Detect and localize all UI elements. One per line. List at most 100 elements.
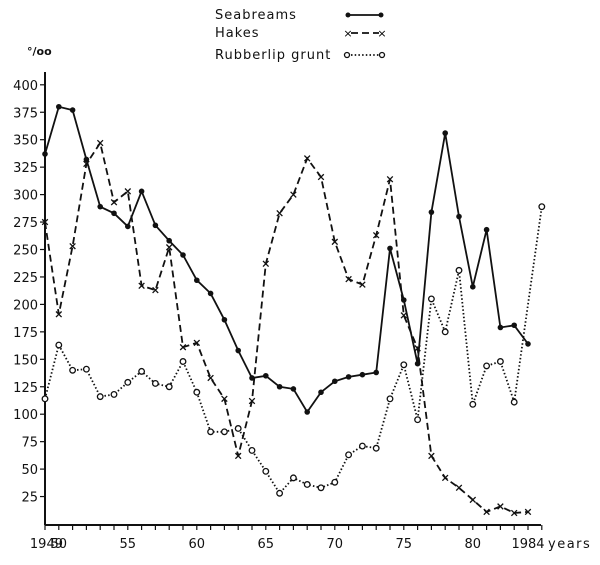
circle-marker-icon — [262, 467, 270, 475]
circle-marker-icon — [193, 388, 201, 396]
y-tick-label: 150 — [13, 353, 38, 368]
circle-marker-icon — [455, 266, 463, 274]
y-tick-label: 200 — [13, 298, 38, 313]
dot-marker-icon — [442, 130, 449, 136]
x-marker-icon — [469, 496, 477, 504]
dot-marker-icon — [456, 213, 462, 220]
x-marker-icon — [317, 173, 325, 181]
dot-marker-icon — [125, 223, 131, 230]
dot-marker-icon — [83, 156, 90, 163]
x-marker-icon — [179, 343, 187, 351]
dot-marker-icon — [387, 245, 393, 252]
x-marker-icon — [290, 191, 297, 198]
circle-marker-icon — [441, 328, 449, 336]
circle-marker-icon — [427, 295, 435, 303]
x-tick-label: 70 — [327, 537, 344, 552]
circle-marker-icon — [220, 428, 228, 436]
x-marker-icon: × — [377, 27, 386, 40]
x-tick-label: 1984 — [511, 537, 544, 552]
x-marker-icon — [455, 484, 463, 492]
dot-marker-icon — [207, 290, 214, 297]
circle-marker-icon — [151, 380, 159, 387]
y-tick-label: 75 — [21, 436, 38, 451]
y-tick-label: 300 — [13, 189, 38, 204]
circle-marker-icon — [82, 365, 90, 373]
y-axis-ticks: 25 50 75 100 125 150 175 200 225 250 275 300 325 350 3… — [13, 79, 45, 506]
x-marker-icon — [83, 160, 90, 168]
legend: Seabreams Hakes × × Rubberlip grunt — [215, 8, 387, 63]
x-marker-icon — [234, 452, 242, 460]
circle-marker-icon — [55, 341, 63, 349]
y-tick-label: 275 — [13, 216, 38, 231]
circle-marker-icon — [331, 478, 339, 486]
y-tick-label: 25 — [21, 491, 38, 506]
x-marker-icon — [441, 474, 449, 482]
y-axis-unit-label: °/oo — [27, 45, 52, 58]
x-axis-unit-label: years — [548, 537, 591, 552]
dot-marker-icon — [97, 203, 103, 210]
x-marker-icon — [96, 139, 104, 147]
dot-marker-icon — [180, 252, 186, 258]
circle-marker-icon — [469, 400, 477, 408]
circle-marker-icon — [303, 481, 311, 488]
x-marker-icon — [55, 311, 63, 318]
x-marker-icon — [221, 395, 228, 403]
circle-marker-icon — [124, 378, 132, 386]
x-tick-label: 1949 — [30, 537, 63, 552]
x-marker-icon — [483, 508, 490, 516]
x-marker-icon: × — [343, 27, 352, 40]
circle-marker-icon — [538, 203, 546, 211]
dot-marker-icon — [42, 151, 48, 157]
circle-marker-icon — [138, 367, 146, 375]
series-line — [44, 206, 543, 495]
circle-marker-icon — [165, 383, 173, 391]
circle-marker-icon — [179, 358, 187, 365]
dot-marker-icon — [111, 210, 117, 217]
x-marker-icon — [400, 312, 408, 319]
x-marker-icon — [138, 282, 145, 289]
y-tick-label: 325 — [13, 161, 38, 176]
dot-marker-icon — [138, 188, 145, 195]
circle-marker-icon — [234, 425, 242, 432]
dot-marker-icon — [166, 237, 172, 244]
x-marker-icon — [193, 339, 201, 347]
dot-marker-icon — [511, 322, 517, 329]
dot-marker-icon — [497, 324, 504, 331]
y-tick-label: 400 — [13, 79, 38, 94]
dot-marker-icon — [470, 284, 476, 290]
circle-marker-icon — [276, 489, 284, 497]
x-marker-icon — [386, 175, 394, 183]
circle-marker-icon — [317, 484, 325, 492]
x-marker-icon — [331, 238, 339, 246]
circle-marker-icon — [207, 428, 215, 436]
x-tick-label: 75 — [396, 537, 413, 552]
x-tick-label: 65 — [258, 537, 275, 552]
x-marker-icon — [110, 199, 118, 206]
x-marker-icon — [524, 508, 532, 516]
x-marker-icon — [345, 275, 352, 283]
circle-marker-icon — [510, 398, 518, 406]
x-marker-icon — [276, 210, 283, 217]
dot-marker-icon — [345, 374, 352, 380]
dot-marker-icon — [276, 383, 283, 390]
x-marker-icon — [262, 260, 270, 268]
y-tick-label: 375 — [13, 106, 38, 121]
y-tick-label: 100 — [13, 408, 38, 423]
dot-marker-icon — [221, 316, 228, 323]
dot-marker-icon — [263, 372, 269, 379]
circle-marker-icon — [345, 451, 353, 459]
circle-marker-icon — [96, 393, 104, 401]
dot-marker-icon — [56, 103, 62, 110]
legend-label: Hakes — [215, 26, 260, 41]
x-marker-icon — [359, 281, 366, 288]
dot-marker-icon — [69, 107, 76, 113]
dot-marker-icon — [332, 378, 338, 385]
circle-marker-icon — [248, 446, 256, 454]
dot-marker-icon — [373, 369, 380, 376]
x-tick-label: 80 — [465, 537, 482, 552]
y-tick-label: 350 — [13, 134, 38, 149]
legend-label: Rubberlip grunt — [215, 48, 331, 63]
circle-marker-icon — [372, 444, 380, 452]
dot-marker-icon — [378, 12, 384, 18]
